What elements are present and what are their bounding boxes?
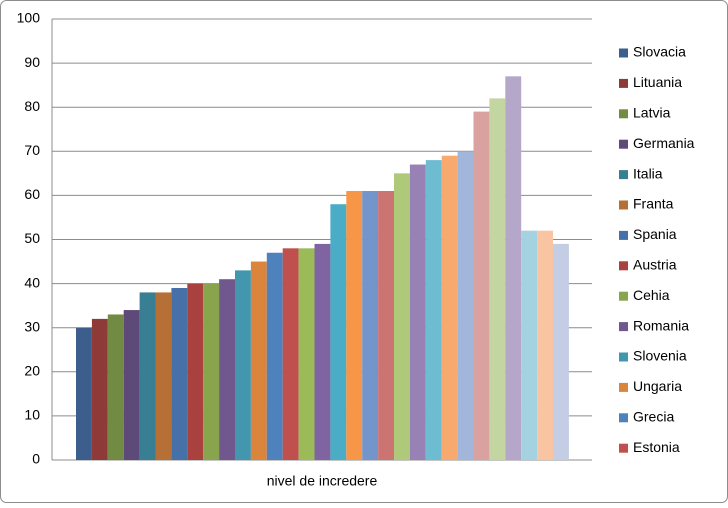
y-tick-label: 30	[24, 318, 40, 334]
bar	[219, 279, 235, 460]
legend-swatch	[619, 230, 628, 240]
bar	[505, 76, 522, 460]
bar	[171, 288, 188, 460]
bar	[394, 173, 410, 460]
legend-label: Cehia	[633, 287, 670, 303]
legend-swatch	[619, 413, 628, 423]
bar	[298, 248, 315, 460]
bar	[266, 252, 283, 460]
bar	[91, 318, 108, 460]
bar	[521, 230, 538, 460]
bar	[155, 292, 172, 460]
y-tick-label: 70	[24, 142, 40, 158]
legend-label: Austria	[633, 257, 677, 273]
bar	[123, 310, 140, 460]
legend-label: Slovacia	[633, 44, 686, 60]
bar	[314, 243, 331, 460]
legend-label: Spania	[633, 226, 677, 242]
legend-swatch	[619, 291, 628, 301]
legend-label: Romania	[633, 317, 689, 333]
legend-swatch	[619, 382, 628, 392]
legend-label: Germania	[633, 135, 695, 151]
y-tick-label: 20	[24, 363, 40, 379]
legend-swatch	[619, 261, 628, 271]
bar	[378, 190, 394, 461]
bar	[553, 243, 569, 460]
legend-swatch	[619, 78, 628, 88]
bar	[441, 155, 458, 460]
y-tick-label: 50	[24, 230, 40, 246]
y-tick-label: 0	[32, 451, 40, 467]
legend-label: Grecia	[633, 409, 674, 425]
legend-swatch	[619, 48, 628, 58]
y-tick-label: 80	[24, 98, 40, 114]
bar	[409, 164, 426, 460]
bar	[235, 270, 251, 460]
legend-swatch	[619, 352, 628, 362]
y-tick-label: 60	[24, 186, 40, 202]
bar	[473, 111, 490, 461]
bar	[457, 151, 474, 461]
bar	[362, 190, 379, 461]
bar	[425, 160, 442, 460]
x-tick-label: nivel de incredere	[267, 473, 378, 489]
legend-swatch	[619, 109, 628, 119]
legend-swatch	[619, 322, 628, 332]
legend-label: Latvia	[633, 105, 671, 121]
bar	[76, 327, 92, 460]
legend-label: Ungaria	[633, 378, 682, 394]
bar	[187, 283, 204, 460]
bar	[489, 98, 506, 460]
bar	[250, 261, 267, 460]
y-tick-label: 10	[24, 407, 40, 423]
legend-label: Italia	[633, 165, 663, 181]
legend-label: Estonia	[633, 439, 680, 455]
legend-label: Slovenia	[633, 348, 687, 364]
legend-swatch	[619, 443, 628, 453]
legend-swatch	[619, 170, 628, 180]
y-tick-label: 90	[24, 54, 40, 70]
bar	[139, 292, 156, 460]
bar	[282, 248, 299, 460]
bar	[203, 283, 220, 460]
legend-swatch	[619, 139, 628, 149]
legend-label: Franta	[633, 196, 674, 212]
y-tick-label: 100	[17, 10, 41, 26]
legend-label: Lituania	[633, 74, 682, 90]
bar	[107, 314, 124, 460]
bar	[330, 204, 347, 460]
legend-swatch	[619, 200, 628, 210]
y-tick-label: 40	[24, 274, 40, 290]
bar	[346, 190, 363, 461]
bar	[537, 230, 553, 460]
